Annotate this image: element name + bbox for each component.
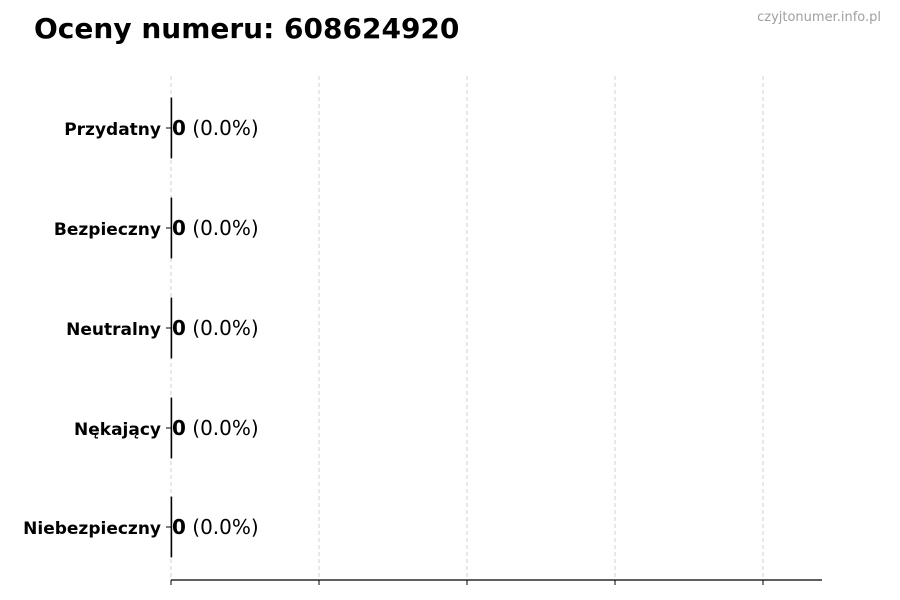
data-label-count: 0 — [172, 416, 186, 440]
category-label: Niebezpieczny — [23, 519, 161, 539]
data-label-count: 0 — [172, 216, 186, 240]
chart-title: Oceny numeru: 608624920 — [34, 12, 460, 45]
data-label-percent: (0.0%) — [186, 316, 259, 340]
data-label: 0 (0.0%) — [172, 416, 259, 440]
data-label: 0 (0.0%) — [172, 316, 259, 340]
data-label-percent: (0.0%) — [186, 216, 259, 240]
data-label-percent: (0.0%) — [186, 116, 259, 140]
data-label-percent: (0.0%) — [186, 416, 259, 440]
watermark: czyjtonumer.info.pl — [757, 10, 881, 25]
data-label-count: 0 — [172, 316, 186, 340]
data-label: 0 (0.0%) — [172, 515, 259, 539]
category-label: Przydatny — [64, 120, 161, 140]
category-label: Neutralny — [66, 320, 161, 340]
data-label: 0 (0.0%) — [172, 116, 259, 140]
data-label-count: 0 — [172, 116, 186, 140]
data-label-percent: (0.0%) — [186, 515, 259, 539]
data-label: 0 (0.0%) — [172, 216, 259, 240]
data-label-count: 0 — [172, 515, 186, 539]
category-label: Nękający — [74, 420, 161, 440]
category-label: Bezpieczny — [54, 220, 161, 240]
